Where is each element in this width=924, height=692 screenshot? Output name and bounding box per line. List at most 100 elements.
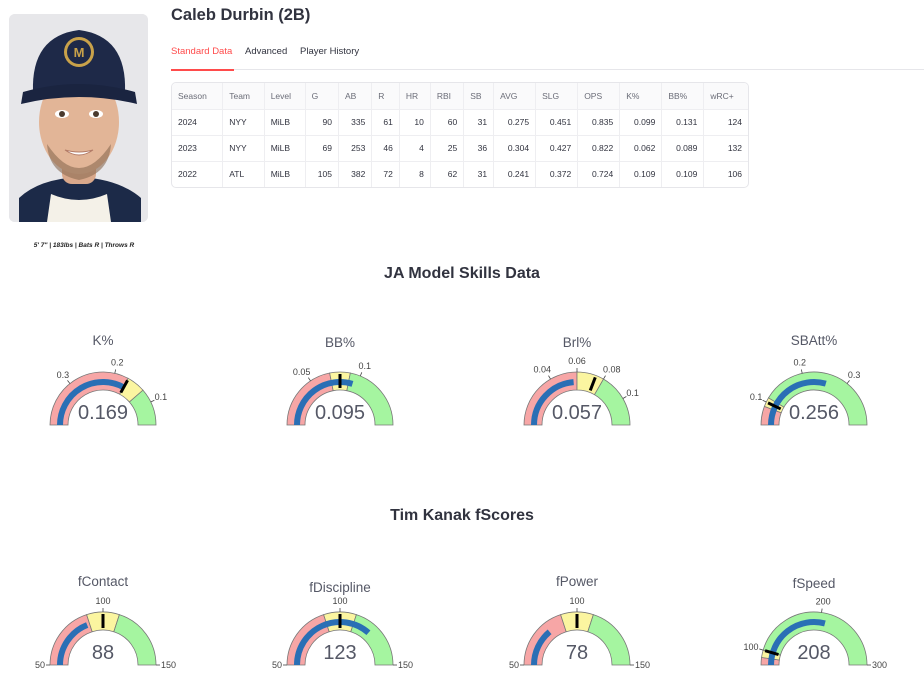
gauge-title: K% — [92, 333, 114, 348]
table-cell: 253 — [338, 135, 373, 162]
gauge-fspeed: fSpeed 100 200 300 208 — [714, 570, 914, 690]
gauge-tick-label: 50 — [35, 660, 45, 670]
table-cell: 382 — [338, 161, 373, 187]
column-header[interactable]: RBI — [430, 83, 465, 110]
gauge-value-bar — [768, 619, 826, 666]
gauge-svg: 50 100 150 88 — [35, 596, 176, 670]
column-header[interactable]: BB% — [661, 83, 705, 110]
column-header[interactable]: SLG — [535, 83, 579, 110]
gauge-brl-pct: Brl% 0.04 0.06 0.08 0.1 0.057 — [477, 330, 677, 450]
table-cell: 10 — [399, 109, 431, 136]
column-header[interactable]: Team — [222, 83, 265, 110]
gauge-tick — [359, 372, 363, 377]
gauge-svg: 0.1 0.2 0.3 0.256 — [750, 358, 868, 426]
table-cell: 4 — [399, 135, 431, 162]
gauge-tick — [150, 399, 155, 403]
table-cell: 31 — [463, 161, 495, 187]
gauge-svg: 50 100 150 78 — [509, 596, 650, 670]
gauge-threshold-marker — [119, 379, 129, 394]
table-cell: 0.275 — [493, 109, 537, 136]
skills-section-title: JA Model Skills Data — [384, 265, 540, 282]
gauge-tick-label: 50 — [272, 660, 282, 670]
column-header[interactable]: AB — [338, 83, 373, 110]
gauge-zone — [350, 614, 394, 666]
table-cell: 0.241 — [493, 161, 537, 187]
gauge-svg: 100 200 300 208 — [744, 597, 887, 670]
tab-player-history[interactable]: Player History — [300, 46, 359, 70]
gauge-tick — [622, 396, 627, 399]
table-cell: MiLB — [264, 161, 306, 187]
column-header[interactable]: OPS — [577, 83, 621, 110]
active-tab-indicator — [171, 69, 234, 71]
tab-advanced[interactable]: Advanced — [245, 46, 287, 70]
table-cell: MiLB — [264, 135, 306, 162]
gauge-zone — [113, 614, 157, 666]
gauge-value-bar — [531, 629, 552, 666]
gauge-title: fPower — [555, 574, 599, 589]
table-cell: NYY — [222, 135, 265, 162]
gauge-value: 0.169 — [78, 402, 128, 424]
gauge-zone — [346, 372, 394, 426]
table-row: 2022 ATL MiLB 105 382 72 8 62 31 0.241 0… — [172, 161, 748, 187]
gauge-tick — [548, 375, 551, 380]
gauge-value-bar — [531, 379, 574, 426]
gauge-fcontact: fContact 50 100 150 88 — [3, 570, 203, 690]
gauge-tick-label: 100 — [744, 642, 759, 652]
table-header-row: Season Team Level G AB R HR RBI SB AVG S… — [172, 83, 748, 110]
table-cell: 0.089 — [661, 135, 705, 162]
table-cell: 0.372 — [535, 161, 579, 187]
column-header[interactable]: R — [371, 83, 400, 110]
gauge-title: fSpeed — [792, 576, 836, 591]
gauge-tick-label: 300 — [872, 660, 887, 670]
table-cell: 335 — [338, 109, 373, 136]
table-cell: MiLB — [264, 109, 306, 136]
gauge-value-bar — [294, 619, 371, 666]
table-cell: 46 — [371, 135, 400, 162]
column-header[interactable]: K% — [619, 83, 663, 110]
tab-label: Advanced — [245, 46, 288, 57]
player-photo: M — [9, 14, 148, 222]
table-cell: 0.451 — [535, 109, 579, 136]
gauge-tick-label: 100 — [569, 596, 584, 606]
gauge-tick-label: 0.3 — [848, 370, 861, 380]
gauge-tick — [762, 399, 767, 403]
table-cell: 61 — [371, 109, 400, 136]
column-header[interactable]: Season — [172, 83, 224, 110]
player-bio: 5' 7" | 183lbs | Bats R | Throws R — [33, 242, 135, 249]
column-header[interactable]: G — [305, 83, 339, 110]
table-cell: 2024 — [172, 109, 224, 136]
gauge-tick-label: 50 — [509, 660, 519, 670]
gauge-title: Brl% — [562, 335, 592, 350]
gauge-value: 0.057 — [552, 402, 602, 424]
table-cell: 0.062 — [619, 135, 663, 162]
gauge-fdiscipline: fDiscipline 50 100 150 123 — [240, 570, 440, 690]
table-cell: 0.131 — [661, 109, 705, 136]
column-header[interactable]: Level — [264, 83, 306, 110]
column-header[interactable]: AVG — [493, 83, 537, 110]
column-header[interactable]: HR — [399, 83, 431, 110]
table-cell: 124 — [703, 109, 748, 136]
gauge-svg: 0.05 0.1 0.095 — [286, 361, 394, 426]
table-cell: 36 — [463, 135, 495, 162]
gauge-tick — [114, 369, 117, 374]
fscores-section-title: Tim Kanak fScores — [390, 507, 534, 524]
gauge-tick-label: 0.2 — [794, 358, 807, 368]
tab-standard-data[interactable]: Standard Data — [171, 46, 234, 71]
gauge-value-bar — [294, 379, 354, 426]
gauge-threshold-marker — [588, 376, 597, 391]
player-name: Caleb Durbin (2B) — [171, 6, 311, 24]
table-cell: ATL — [222, 161, 265, 187]
gauge-bb-pct: BB% 0.05 0.1 0.095 — [240, 330, 440, 450]
gauge-value: 88 — [92, 642, 114, 664]
gauge-title: fContact — [77, 574, 129, 589]
gauge-tick-label: 0.05 — [293, 367, 311, 377]
gauge-value: 208 — [797, 642, 830, 664]
column-header[interactable]: SB — [463, 83, 495, 110]
table-cell: NYY — [222, 109, 265, 136]
column-header[interactable]: wRC+ — [703, 83, 748, 110]
tab-bar: Standard Data Advanced Player History — [171, 44, 924, 71]
gauge-tick — [759, 648, 764, 651]
table-cell: 69 — [305, 135, 339, 162]
gauge-tick-label: 150 — [161, 660, 176, 670]
gauge-tick — [846, 380, 850, 384]
